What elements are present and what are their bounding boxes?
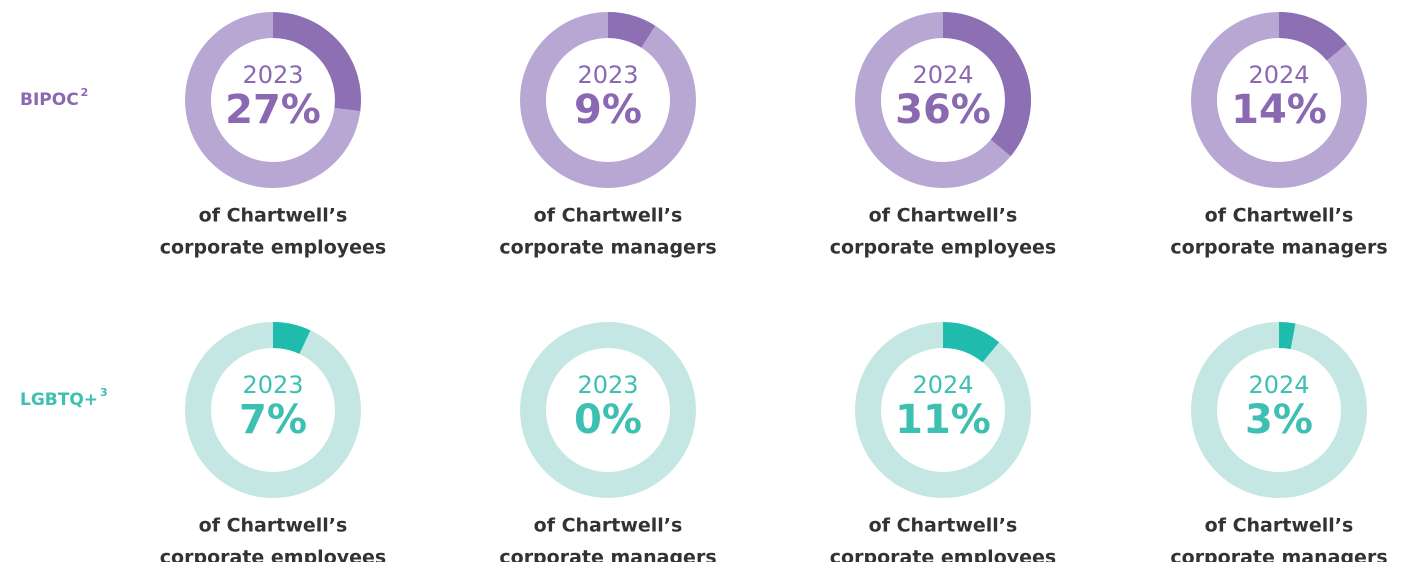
caption: corporate managers — [499, 237, 716, 259]
year-label: 2023 — [577, 371, 638, 399]
caption: of Chartwell’s — [199, 205, 348, 227]
caption: corporate managers — [499, 547, 716, 562]
donut-segment — [1278, 12, 1347, 61]
donut-segment — [272, 12, 361, 112]
caption: corporate employees — [830, 237, 1056, 259]
caption: of Chartwell’s — [199, 515, 348, 537]
caption: corporate employees — [830, 547, 1056, 562]
year-label: 2024 — [912, 371, 973, 399]
value-label: 36% — [895, 87, 991, 133]
caption: of Chartwell’s — [534, 515, 683, 537]
value-label: 14% — [1231, 87, 1327, 133]
donut-segment — [272, 322, 311, 355]
value-label: 0% — [574, 397, 642, 443]
row-label-text: BIPOC — [20, 90, 79, 110]
footnote: 2 — [81, 86, 89, 99]
footnote: 3 — [100, 386, 108, 399]
caption: corporate managers — [1170, 547, 1387, 562]
value-label: 27% — [225, 87, 321, 133]
year-label: 2024 — [1248, 371, 1309, 399]
value-label: 9% — [574, 87, 642, 133]
year-label: 2024 — [1248, 61, 1309, 89]
year-label: 2023 — [242, 371, 303, 399]
value-label: 3% — [1245, 397, 1313, 443]
value-label: 7% — [239, 397, 307, 443]
donut-segment — [942, 12, 1031, 157]
caption: of Chartwell’s — [1205, 515, 1354, 537]
donut-segment — [942, 322, 1000, 363]
caption: of Chartwell’s — [534, 205, 683, 227]
row-label: BIPOC 2 — [20, 86, 88, 110]
caption: corporate employees — [160, 547, 386, 562]
row-label: LGBTQ+ 3 — [20, 386, 108, 410]
year-label: 2023 — [242, 61, 303, 89]
caption: of Chartwell’s — [1205, 205, 1354, 227]
value-label: 11% — [895, 397, 991, 443]
donut-segment — [607, 12, 656, 48]
caption: of Chartwell’s — [869, 515, 1018, 537]
donut-segment — [1278, 322, 1296, 350]
caption: of Chartwell’s — [869, 205, 1018, 227]
year-label: 2024 — [912, 61, 973, 89]
caption: corporate managers — [1170, 237, 1387, 259]
year-label: 2023 — [577, 61, 638, 89]
donut-track — [520, 322, 696, 498]
row-label-text: LGBTQ+ — [20, 390, 98, 410]
caption: corporate employees — [160, 237, 386, 259]
